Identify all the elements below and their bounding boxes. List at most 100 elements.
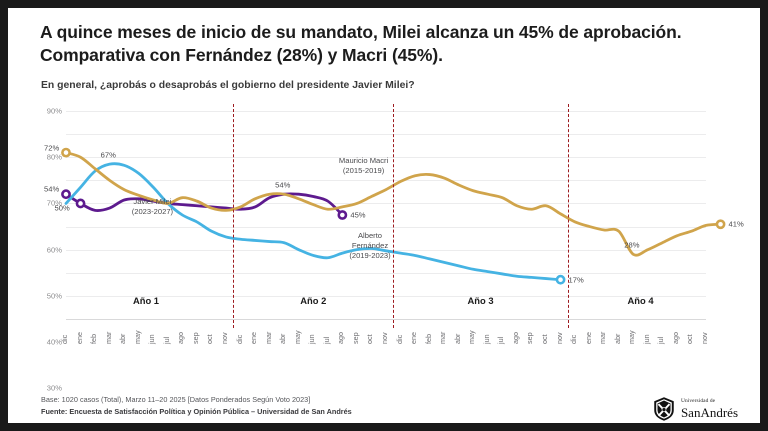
x-axis-tick-label: ene xyxy=(249,332,259,344)
x-axis-tick-label: sep xyxy=(525,332,535,344)
chart-x-axis: dic ene feb mar abr may jun jul ago sep oct nov dic e… xyxy=(60,320,709,344)
series-annotation: Javier Milei (2023-2027) xyxy=(131,197,174,217)
page-number: 13 xyxy=(747,414,755,421)
x-axis-tick-label: mar xyxy=(598,331,608,344)
series-line xyxy=(64,192,344,217)
x-axis-tick-label: jun xyxy=(641,334,651,344)
x-axis-tick-label: jun xyxy=(307,334,317,344)
x-axis-tick-label: jul xyxy=(496,336,506,344)
x-axis-tick-label: abr xyxy=(118,333,128,344)
gridline: 60% xyxy=(47,180,706,254)
data-point-label: 45% xyxy=(350,210,366,220)
series-endpoint-marker xyxy=(715,219,726,230)
gridline: 80% xyxy=(47,134,706,162)
logo-line-1: Universidad de xyxy=(680,398,716,405)
y-axis-tick-label: 70% xyxy=(46,198,62,208)
x-axis-tick-label: feb xyxy=(423,334,433,344)
x-axis-tick-label: ene xyxy=(74,332,84,344)
x-axis-tick-label: nov xyxy=(554,332,564,344)
gridline: 40% xyxy=(47,226,706,347)
x-axis-tick-label: jul xyxy=(656,336,666,344)
x-axis-tick-label: abr xyxy=(452,333,462,344)
data-point-label: 50% xyxy=(54,203,70,213)
x-axis-tick-label: dic xyxy=(394,334,404,344)
series-endpoint-marker xyxy=(555,274,566,285)
x-axis-tick-label: nov xyxy=(380,332,389,344)
x-axis-tick-label: may xyxy=(292,330,302,344)
year-band-label: Año 1 xyxy=(132,295,160,306)
page-title: A quince meses de inicio de su mandato, … xyxy=(40,22,682,66)
data-point-label: 17% xyxy=(568,275,584,285)
x-axis-tick-label: sep xyxy=(190,332,200,344)
series-annotation: Alberto Fernández (2019-2023) xyxy=(349,230,391,260)
series-endpoint-marker xyxy=(61,189,71,200)
data-point-label: 54% xyxy=(44,184,60,194)
university-logo: Universidad de SanAndrés xyxy=(651,396,738,422)
x-axis-tick-label: oct xyxy=(540,334,549,344)
footnote-source: Fuente: Encuesta de Satisfacción Polític… xyxy=(41,407,352,416)
chart-plot-area: 0% 10% 20% 30% 40% 50% 60% 70% 80% 90% 54% 50% 54% 4… xyxy=(38,104,744,393)
y-axis-tick-label: 90% xyxy=(46,106,62,116)
data-point-label: 41% xyxy=(728,219,744,229)
x-axis-tick-label: dic xyxy=(60,334,69,344)
x-axis-tick-label: oct xyxy=(205,334,215,344)
x-axis-tick-label: oct xyxy=(365,334,375,344)
x-axis-tick-label: nov xyxy=(700,332,709,344)
gridline: 70% xyxy=(47,157,706,208)
x-axis-tick-label: dic xyxy=(569,334,579,344)
x-axis-tick-label: ago xyxy=(176,332,186,344)
x-axis-tick-label: abr xyxy=(612,333,622,344)
series-line xyxy=(64,162,562,282)
x-axis-tick-label: abr xyxy=(278,333,288,344)
year-divider xyxy=(393,104,395,328)
x-axis-tick-label: sep xyxy=(350,332,360,344)
year-divider xyxy=(233,104,235,328)
year-band-label: Año 4 xyxy=(627,295,654,306)
footnote-base: Base: 1020 casos (Total), Marzo 11–20 20… xyxy=(41,395,311,404)
x-axis-tick-label: ene xyxy=(409,332,419,344)
gridline: 0% xyxy=(66,319,706,320)
logo-line-2: SanAndrés xyxy=(680,404,738,420)
x-axis-tick-label: mar xyxy=(103,331,113,344)
series-endpoint-marker xyxy=(61,147,71,158)
x-axis-tick-label: ago xyxy=(336,332,346,344)
x-axis-tick-label: jun xyxy=(147,334,157,344)
y-axis-tick-label: 80% xyxy=(46,152,62,162)
data-point-label: 54% xyxy=(275,180,291,190)
x-axis-tick-label: jun xyxy=(481,334,491,344)
page-subtitle: En general, ¿aprobás o desaprobás el gob… xyxy=(41,80,415,91)
y-axis-tick-label: 30% xyxy=(46,383,62,393)
x-axis-tick-label: mar xyxy=(438,331,448,344)
x-axis-tick-label: may xyxy=(132,330,142,344)
x-axis-tick-label: ago xyxy=(510,332,520,344)
series-annotation: Mauricio Macri (2015-2019) xyxy=(338,155,389,175)
data-point-label: 67% xyxy=(100,150,116,160)
y-axis-tick-label: 40% xyxy=(46,337,62,347)
gridline: 20% xyxy=(66,272,706,274)
year-divider xyxy=(567,104,569,328)
x-axis-tick-label: jul xyxy=(321,336,331,344)
x-axis-tick-label: nov xyxy=(220,332,229,344)
x-axis-tick-label: jul xyxy=(161,336,171,344)
x-axis-tick-label: dic xyxy=(234,334,244,344)
x-axis-tick-label: ene xyxy=(583,332,593,344)
y-axis-tick-label: 50% xyxy=(46,291,62,301)
x-axis-tick-label: mar xyxy=(263,331,273,344)
x-axis-tick-label: feb xyxy=(89,334,99,344)
year-band-label: Año 3 xyxy=(467,295,494,306)
x-axis-tick-label: may xyxy=(627,330,637,344)
data-point-label: 72% xyxy=(44,143,60,153)
year-band-label: Año 2 xyxy=(300,295,327,306)
y-axis-tick-label: 60% xyxy=(46,245,62,255)
data-point-label: 28% xyxy=(624,240,640,250)
slide-canvas: A quince meses de inicio de su mandato, … xyxy=(8,8,760,423)
x-axis-tick-label: ago xyxy=(670,332,680,344)
series-endpoint-marker xyxy=(337,210,348,220)
x-axis-tick-label: may xyxy=(467,330,477,344)
gridline: 90% xyxy=(47,107,706,116)
gridline: 50% xyxy=(47,203,706,300)
gridline: 10% xyxy=(66,295,706,297)
logo-text: Universidad de SanAndrés xyxy=(680,398,738,420)
crest-icon xyxy=(654,397,674,421)
x-axis-tick-label: oct xyxy=(685,334,695,344)
